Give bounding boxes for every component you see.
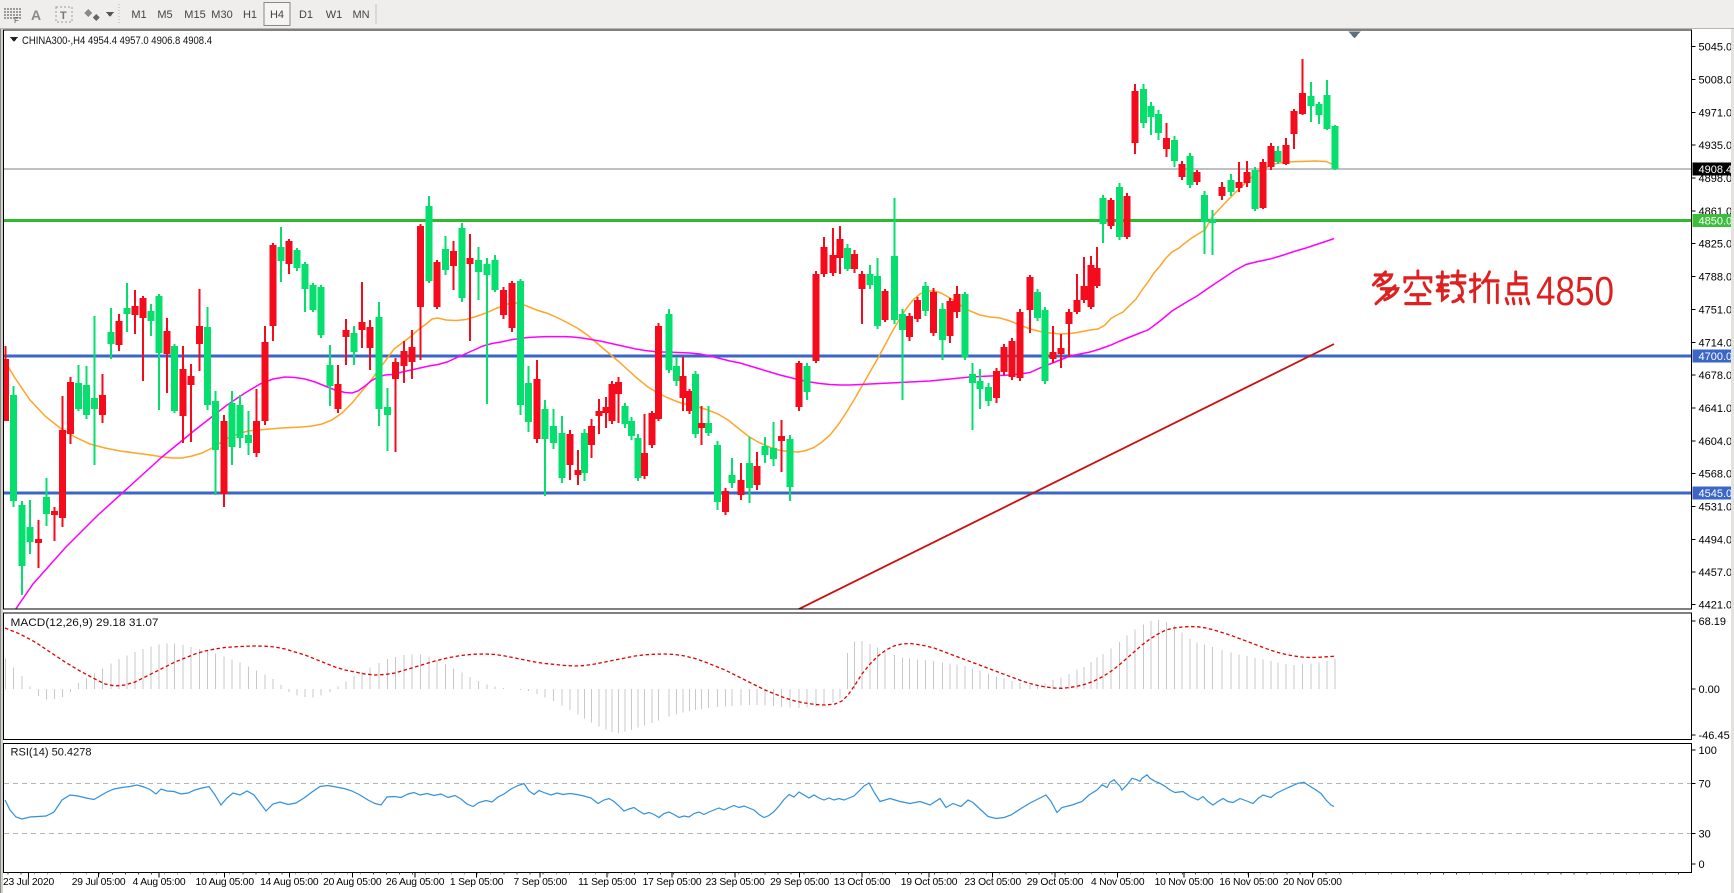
svg-text:4751.0: 4751.0 bbox=[1699, 304, 1733, 316]
svg-text:4641.0: 4641.0 bbox=[1699, 403, 1733, 415]
svg-text:MACD(12,26,9) 29.18 31.07: MACD(12,26,9) 29.18 31.07 bbox=[11, 617, 159, 629]
svg-text:4788.0: 4788.0 bbox=[1699, 272, 1733, 284]
svg-text:4604.0: 4604.0 bbox=[1699, 436, 1733, 448]
svg-text:23 Oct 05:00: 23 Oct 05:00 bbox=[964, 877, 1021, 888]
svg-text:4935.0: 4935.0 bbox=[1699, 140, 1733, 152]
svg-text:29 Jul 05:00: 29 Jul 05:00 bbox=[72, 877, 126, 888]
svg-text:H1: H1 bbox=[243, 9, 257, 21]
svg-text:4714.0: 4714.0 bbox=[1699, 337, 1733, 349]
svg-text:D1: D1 bbox=[299, 9, 313, 21]
svg-text:19 Oct 05:00: 19 Oct 05:00 bbox=[901, 877, 958, 888]
svg-text:7 Sep 05:00: 7 Sep 05:00 bbox=[514, 877, 568, 888]
svg-text:M5: M5 bbox=[157, 9, 172, 21]
svg-text:11 Sep 05:00: 11 Sep 05:00 bbox=[578, 877, 637, 888]
svg-text:29 Oct 05:00: 29 Oct 05:00 bbox=[1027, 877, 1084, 888]
svg-text:23 Sep 05:00: 23 Sep 05:00 bbox=[706, 877, 765, 888]
svg-text:4898.0: 4898.0 bbox=[1699, 173, 1733, 185]
svg-text:4825.0: 4825.0 bbox=[1699, 239, 1733, 251]
svg-text:4850.0: 4850.0 bbox=[1699, 216, 1733, 228]
svg-text:4545.0: 4545.0 bbox=[1699, 488, 1733, 500]
svg-text:4 Aug 05:00: 4 Aug 05:00 bbox=[133, 877, 186, 888]
svg-text:14 Aug 05:00: 14 Aug 05:00 bbox=[260, 877, 319, 888]
svg-text:0: 0 bbox=[1699, 859, 1705, 871]
svg-text:4850: 4850 bbox=[1536, 268, 1614, 314]
svg-text:20 Nov 05:00: 20 Nov 05:00 bbox=[1283, 877, 1342, 888]
svg-text:M30: M30 bbox=[211, 9, 232, 21]
svg-text:4421.0: 4421.0 bbox=[1699, 600, 1733, 612]
svg-text:10 Aug 05:00: 10 Aug 05:00 bbox=[196, 877, 255, 888]
svg-text:70: 70 bbox=[1699, 778, 1711, 790]
svg-text:4700.0: 4700.0 bbox=[1699, 351, 1733, 363]
svg-text:29 Sep 05:00: 29 Sep 05:00 bbox=[770, 877, 829, 888]
svg-text:5008.0: 5008.0 bbox=[1699, 74, 1733, 86]
svg-text:-46.45: -46.45 bbox=[1699, 730, 1730, 742]
svg-text:10 Nov 05:00: 10 Nov 05:00 bbox=[1155, 877, 1214, 888]
svg-text:17 Sep 05:00: 17 Sep 05:00 bbox=[643, 877, 702, 888]
svg-text:W1: W1 bbox=[326, 9, 343, 21]
svg-text:F: F bbox=[14, 16, 19, 25]
svg-text:4457.0: 4457.0 bbox=[1699, 567, 1733, 579]
svg-text:23 Jul 2020: 23 Jul 2020 bbox=[3, 877, 55, 888]
svg-text:0.00: 0.00 bbox=[1699, 684, 1720, 696]
svg-text:RSI(14) 50.4278: RSI(14) 50.4278 bbox=[11, 747, 92, 759]
svg-text:H4: H4 bbox=[270, 9, 284, 21]
svg-text:T: T bbox=[60, 10, 67, 22]
svg-text:A: A bbox=[31, 7, 41, 23]
svg-text:68.19: 68.19 bbox=[1699, 616, 1727, 628]
svg-text:MN: MN bbox=[352, 9, 369, 21]
svg-text:5045.0: 5045.0 bbox=[1699, 42, 1733, 54]
svg-text:4568.0: 4568.0 bbox=[1699, 469, 1733, 481]
svg-text:4531.0: 4531.0 bbox=[1699, 502, 1733, 514]
svg-text:26 Aug 05:00: 26 Aug 05:00 bbox=[386, 877, 445, 888]
svg-text:4 Nov 05:00: 4 Nov 05:00 bbox=[1091, 877, 1145, 888]
svg-text:4494.0: 4494.0 bbox=[1699, 534, 1733, 546]
svg-text:1 Sep 05:00: 1 Sep 05:00 bbox=[450, 877, 504, 888]
svg-text:4971.0: 4971.0 bbox=[1699, 107, 1733, 119]
svg-text:CHINA300-,H4 4954.4 4957.0 49: CHINA300-,H4 4954.4 4957.0 4906.8 4908.4 bbox=[22, 35, 212, 47]
svg-text:16 Nov 05:00: 16 Nov 05:00 bbox=[1219, 877, 1278, 888]
svg-text:M1: M1 bbox=[131, 9, 146, 21]
svg-text:100: 100 bbox=[1699, 745, 1717, 757]
svg-text:30: 30 bbox=[1699, 829, 1711, 841]
svg-text:20 Aug 05:00: 20 Aug 05:00 bbox=[323, 877, 382, 888]
svg-text:13 Oct 05:00: 13 Oct 05:00 bbox=[834, 877, 891, 888]
svg-text:M15: M15 bbox=[184, 9, 205, 21]
svg-text:4678.0: 4678.0 bbox=[1699, 370, 1733, 382]
svg-text:4908.4: 4908.4 bbox=[1699, 164, 1733, 176]
